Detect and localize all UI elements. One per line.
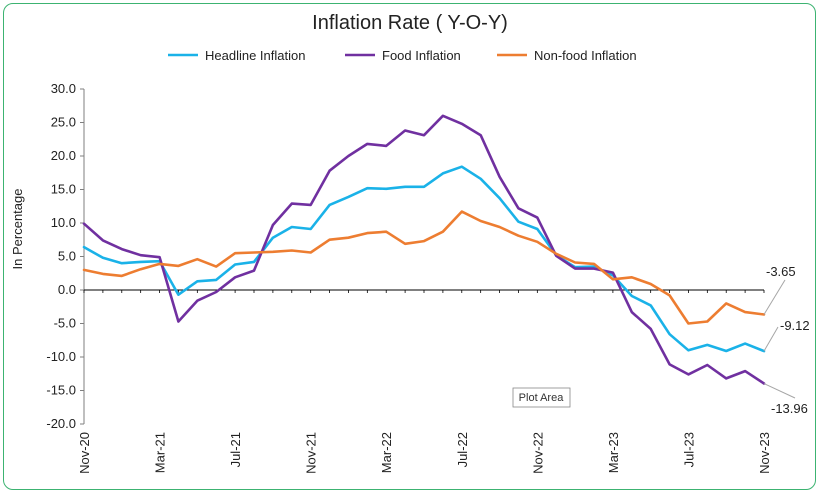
y-axis: 30.0 25.0 20.0 15.0 10.0 5.0 0.0 -5.0 -10.0 -15.0…: [46, 81, 85, 431]
tooltip-label: Plot Area: [519, 392, 565, 404]
legend: Headline Inflation Food Inflation Non-food…: [168, 48, 637, 63]
data-label: -9.12: [780, 318, 810, 333]
annotation-leader: [763, 326, 779, 352]
series-line-non-food-inflation: [82, 210, 766, 325]
series-line-food-inflation: [82, 114, 766, 385]
plot-area-tooltip: Plot Area: [512, 387, 571, 408]
legend-label: Non-food Inflation: [534, 48, 637, 63]
x-tick-label: Nov-20: [77, 432, 92, 474]
y-tick-label: 10.0: [51, 215, 76, 230]
y-tick-label: 15.0: [51, 182, 76, 197]
x-tick-label: Nov-23: [757, 432, 772, 474]
x-tick-label: Nov-21: [304, 432, 319, 474]
y-tick-label: -20.0: [46, 416, 76, 431]
annotation-leader: [763, 383, 796, 399]
chart-frame: [3, 3, 816, 490]
annotations: -3.65 -9.12 -13.96: [763, 264, 810, 416]
x-axis: Nov-20 Mar-21 Jul-21 Nov-21 Mar-22 Jul-22 Nov-…: [77, 289, 772, 474]
y-tick-label: -5.0: [54, 316, 76, 331]
legend-label: Food Inflation: [382, 48, 461, 63]
x-tick-label: Jul-21: [228, 432, 243, 467]
legend-label: Headline Inflation: [205, 48, 305, 63]
chart-title: Inflation Rate ( Y-O-Y): [312, 12, 508, 34]
series-group: [82, 114, 766, 385]
data-label: -3.65: [766, 264, 796, 279]
x-tick-label: Mar-23: [606, 432, 621, 473]
x-tick-label: Nov-22: [530, 432, 545, 474]
series-line-headline-inflation: [82, 165, 766, 353]
y-tick-label: -15.0: [46, 383, 76, 398]
data-label: -13.96: [771, 401, 808, 416]
y-tick-label: 30.0: [51, 81, 76, 96]
y-tick-label: 20.0: [51, 148, 76, 163]
y-axis-label: In Percentage: [10, 189, 25, 270]
x-tick-label: Jul-23: [681, 432, 696, 467]
y-tick-label: 5.0: [58, 249, 76, 264]
y-tick-label: -10.0: [46, 349, 76, 364]
x-tick-label: Mar-21: [153, 432, 168, 473]
y-tick-label: 25.0: [51, 115, 76, 130]
tooltip-box: [512, 387, 571, 408]
annotation-leader: [763, 279, 786, 315]
y-tick-label: 0.0: [58, 282, 76, 297]
x-tick-label: Jul-22: [455, 432, 470, 467]
x-tick-label: Mar-22: [379, 432, 394, 473]
